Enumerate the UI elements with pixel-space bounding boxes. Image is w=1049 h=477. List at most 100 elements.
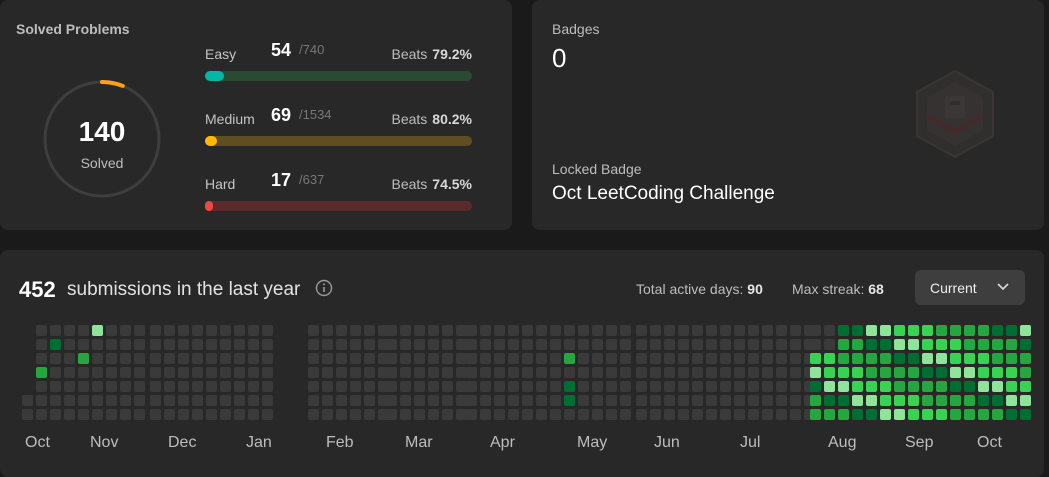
heatmap-day-cell[interactable]: [776, 409, 787, 420]
heatmap-day-cell[interactable]: [120, 339, 131, 350]
heatmap-day-cell[interactable]: [64, 409, 75, 420]
heatmap-day-cell[interactable]: [852, 395, 863, 406]
heatmap-day-cell[interactable]: [164, 395, 175, 406]
heatmap-day-cell[interactable]: [978, 381, 989, 392]
heatmap-day-cell[interactable]: [234, 409, 245, 420]
heatmap-day-cell[interactable]: [106, 353, 117, 364]
heatmap-day-cell[interactable]: [50, 381, 61, 392]
heatmap-day-cell[interactable]: [678, 339, 689, 350]
heatmap-day-cell[interactable]: [36, 395, 47, 406]
heatmap-day-cell[interactable]: [866, 381, 877, 392]
info-icon[interactable]: [315, 279, 333, 297]
heatmap-day-cell[interactable]: [134, 395, 145, 406]
heatmap-day-cell[interactable]: [134, 339, 145, 350]
heatmap-day-cell[interactable]: [748, 353, 759, 364]
heatmap-day-cell[interactable]: [386, 339, 397, 350]
heatmap-day-cell[interactable]: [950, 353, 961, 364]
heatmap-day-cell[interactable]: [442, 339, 453, 350]
heatmap-day-cell[interactable]: [64, 325, 75, 336]
heatmap-day-cell[interactable]: [442, 325, 453, 336]
heatmap-day-cell[interactable]: [1020, 367, 1031, 378]
heatmap-day-cell[interactable]: [964, 339, 975, 350]
heatmap-day-cell[interactable]: [400, 367, 411, 378]
heatmap-day-cell[interactable]: [386, 325, 397, 336]
heatmap-day-cell[interactable]: [678, 353, 689, 364]
heatmap-day-cell[interactable]: [336, 409, 347, 420]
heatmap-day-cell[interactable]: [192, 353, 203, 364]
heatmap-day-cell[interactable]: [150, 325, 161, 336]
heatmap-day-cell[interactable]: [206, 409, 217, 420]
heatmap-day-cell[interactable]: [978, 367, 989, 378]
heatmap-day-cell[interactable]: [456, 339, 467, 350]
heatmap-day-cell[interactable]: [336, 395, 347, 406]
heatmap-day-cell[interactable]: [620, 353, 631, 364]
heatmap-day-cell[interactable]: [150, 339, 161, 350]
heatmap-day-cell[interactable]: [606, 353, 617, 364]
heatmap-day-cell[interactable]: [790, 353, 801, 364]
heatmap-day-cell[interactable]: [234, 325, 245, 336]
heatmap-day-cell[interactable]: [336, 325, 347, 336]
heatmap-day-cell[interactable]: [838, 381, 849, 392]
heatmap-day-cell[interactable]: [350, 381, 361, 392]
heatmap-day-cell[interactable]: [456, 325, 467, 336]
heatmap-day-cell[interactable]: [776, 367, 787, 378]
heatmap-day-cell[interactable]: [650, 325, 661, 336]
heatmap-day-cell[interactable]: [386, 381, 397, 392]
heatmap-day-cell[interactable]: [720, 353, 731, 364]
heatmap-day-cell[interactable]: [480, 395, 491, 406]
heatmap-day-cell[interactable]: [838, 325, 849, 336]
heatmap-day-cell[interactable]: [134, 353, 145, 364]
heatmap-day-cell[interactable]: [428, 339, 439, 350]
heatmap-day-cell[interactable]: [36, 409, 47, 420]
heatmap-day-cell[interactable]: [748, 395, 759, 406]
heatmap-day-cell[interactable]: [706, 325, 717, 336]
heatmap-day-cell[interactable]: [810, 339, 821, 350]
heatmap-day-cell[interactable]: [508, 325, 519, 336]
heatmap-day-cell[interactable]: [78, 353, 89, 364]
heatmap-day-cell[interactable]: [336, 367, 347, 378]
heatmap-day-cell[interactable]: [120, 325, 131, 336]
heatmap-day-cell[interactable]: [262, 339, 273, 350]
heatmap-day-cell[interactable]: [494, 395, 505, 406]
heatmap-day-cell[interactable]: [456, 381, 467, 392]
heatmap-day-cell[interactable]: [1006, 381, 1017, 392]
heatmap-day-cell[interactable]: [50, 353, 61, 364]
heatmap-day-cell[interactable]: [706, 381, 717, 392]
heatmap-day-cell[interactable]: [908, 395, 919, 406]
heatmap-day-cell[interactable]: [220, 395, 231, 406]
heatmap-day-cell[interactable]: [64, 353, 75, 364]
heatmap-day-cell[interactable]: [350, 339, 361, 350]
heatmap-day-cell[interactable]: [120, 381, 131, 392]
heatmap-day-cell[interactable]: [106, 395, 117, 406]
heatmap-day-cell[interactable]: [578, 381, 589, 392]
heatmap-day-cell[interactable]: [1006, 353, 1017, 364]
heatmap-day-cell[interactable]: [720, 395, 731, 406]
heatmap-day-cell[interactable]: [922, 381, 933, 392]
heatmap-day-cell[interactable]: [762, 325, 773, 336]
heatmap-day-cell[interactable]: [192, 381, 203, 392]
heatmap-day-cell[interactable]: [192, 325, 203, 336]
heatmap-day-cell[interactable]: [592, 353, 603, 364]
heatmap-day-cell[interactable]: [734, 339, 745, 350]
heatmap-day-cell[interactable]: [442, 367, 453, 378]
heatmap-day-cell[interactable]: [606, 395, 617, 406]
heatmap-day-cell[interactable]: [936, 381, 947, 392]
heatmap-day-cell[interactable]: [92, 409, 103, 420]
heatmap-day-cell[interactable]: [706, 367, 717, 378]
heatmap-day-cell[interactable]: [494, 325, 505, 336]
heatmap-day-cell[interactable]: [950, 409, 961, 420]
heatmap-day-cell[interactable]: [134, 367, 145, 378]
heatmap-day-cell[interactable]: [322, 367, 333, 378]
heatmap-day-cell[interactable]: [414, 409, 425, 420]
heatmap-day-cell[interactable]: [494, 381, 505, 392]
heatmap-day-cell[interactable]: [164, 381, 175, 392]
heatmap-day-cell[interactable]: [922, 367, 933, 378]
heatmap-day-cell[interactable]: [536, 381, 547, 392]
heatmap-day-cell[interactable]: [550, 409, 561, 420]
heatmap-day-cell[interactable]: [748, 381, 759, 392]
heatmap-day-cell[interactable]: [762, 381, 773, 392]
heatmap-day-cell[interactable]: [50, 409, 61, 420]
heatmap-day-cell[interactable]: [762, 367, 773, 378]
heatmap-day-cell[interactable]: [1006, 325, 1017, 336]
heatmap-day-cell[interactable]: [578, 395, 589, 406]
